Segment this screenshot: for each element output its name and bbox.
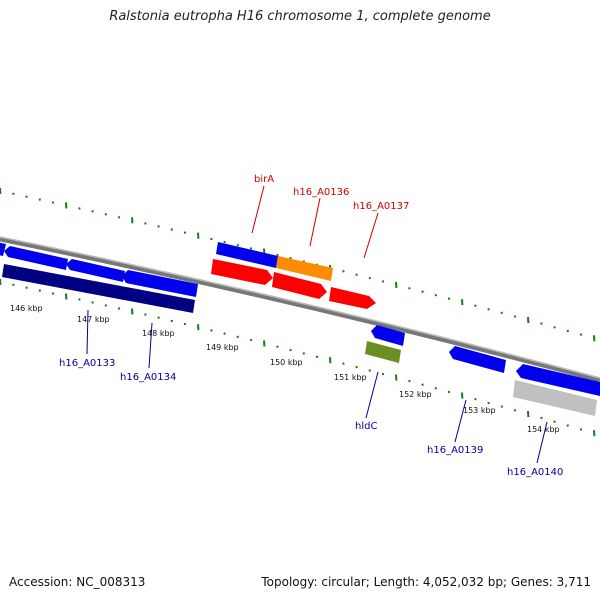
gene-feature[interactable] [4, 246, 68, 270]
gene-label-h16-a0134[interactable]: h16_A0134 [120, 372, 176, 383]
gene-label-hldc[interactable]: hldC [355, 421, 377, 432]
gene-label-h16-a0133[interactable]: h16_A0133 [59, 358, 115, 369]
rna-features [211, 259, 376, 309]
chromosome-backbone [0, 236, 600, 383]
gene-label-h16-a0139[interactable]: h16_A0139 [427, 445, 483, 456]
gene-feature[interactable] [0, 242, 6, 256]
gene-feature[interactable] [122, 270, 198, 297]
bottom-label-leaders [86, 309, 548, 464]
forward-genes [0, 242, 333, 297]
kbp-label-153: 153 kbp [463, 406, 496, 415]
accession-label: Accession: NC_008313 [9, 575, 146, 589]
kbp-label-152: 152 kbp [399, 390, 432, 399]
genome-summary: Topology: circular; Length: 4,052,032 bp… [261, 575, 591, 589]
gene-feature-h16-a0139[interactable] [449, 346, 506, 373]
kbp-label-149: 149 kbp [206, 343, 239, 352]
gene-feature[interactable] [66, 259, 125, 282]
map-title: Ralstonia eutropha H16 chromosome 1, com… [109, 9, 491, 24]
rna-feature[interactable] [211, 259, 273, 285]
gene-feature[interactable] [2, 264, 195, 313]
gene-label-h16-a0137[interactable]: h16_A0137 [353, 201, 409, 212]
kbp-label-146: 146 kbp [10, 304, 43, 313]
gene-feature[interactable] [516, 364, 600, 396]
kbp-label-148: 148 kbp [142, 329, 175, 338]
rna-feature[interactable] [272, 272, 327, 299]
gene-label-h16-a0136[interactable]: h16_A0136 [293, 187, 349, 198]
kbp-label-147: 147 kbp [77, 315, 110, 324]
reverse-genes [2, 264, 195, 313]
rna-feature[interactable] [329, 287, 376, 309]
kbp-label-150: 150 kbp [270, 358, 303, 367]
kbp-label-154: 154 kbp [527, 425, 560, 434]
right-genes [365, 325, 600, 416]
gene-feature[interactable] [216, 242, 278, 268]
gene-feature[interactable] [371, 325, 405, 346]
gene-label-bira[interactable]: birA [254, 174, 274, 185]
gene-feature-hldc[interactable] [365, 341, 401, 363]
outer-tick-ring [0, 187, 596, 342]
inner-tick-ring [0, 278, 596, 437]
gene-label-h16-a0140[interactable]: h16_A0140 [507, 467, 563, 478]
kbp-label-151: 151 kbp [334, 373, 367, 382]
pseudo-feature-h16-a0140[interactable] [513, 380, 597, 416]
chromosome-backbone-highlight [0, 236, 600, 379]
top-label-leaders [251, 185, 379, 259]
gene-feature-h16-a0136[interactable] [276, 256, 333, 281]
